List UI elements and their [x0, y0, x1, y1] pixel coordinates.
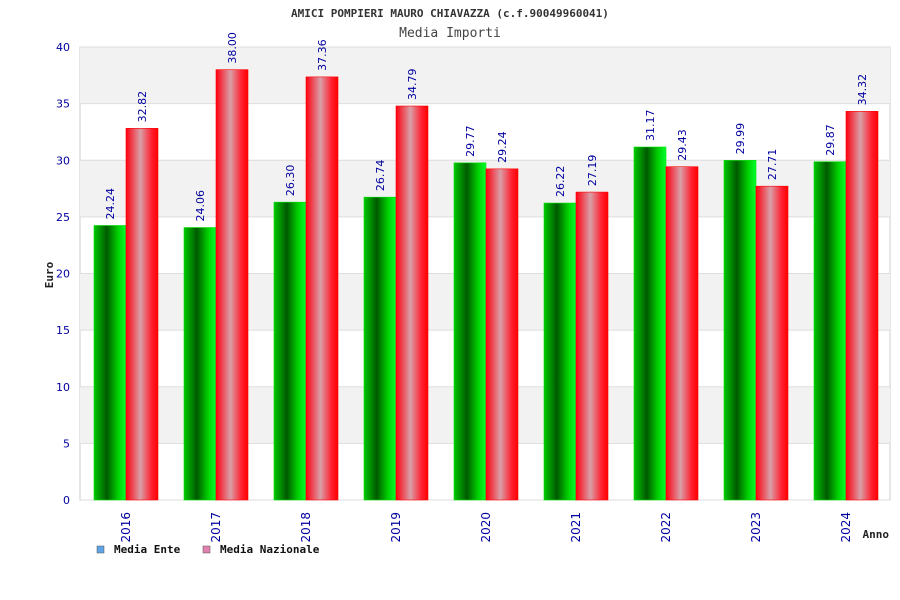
legend-label-nazionale: Media Nazionale	[220, 543, 320, 556]
y-axis: 0 5 10 15 20 25 30 35 40	[56, 41, 70, 507]
grid-band	[80, 47, 890, 104]
bar-media-nazionale	[125, 128, 159, 501]
y-tick-label: 35	[56, 98, 70, 111]
y-tick-label: 30	[56, 154, 70, 167]
x-tick-label: 2023	[749, 512, 763, 543]
y-tick-label: 5	[63, 437, 70, 450]
bar-media-nazionale	[305, 76, 339, 501]
y-tick-label: 10	[56, 381, 70, 394]
bar-media-ente	[453, 162, 487, 501]
value-label-nazionale: 29.24	[496, 131, 509, 163]
value-label-ente: 31.17	[644, 109, 657, 141]
legend-label-ente: Media Ente	[114, 543, 181, 556]
value-label-nazionale: 27.71	[766, 149, 779, 181]
x-axis: 2016 2017 2018 2019 2020 2021 2022 2023 2024	[119, 512, 853, 543]
x-tick-label: 2016	[119, 512, 133, 543]
bar-media-nazionale	[845, 111, 879, 501]
value-label-ente: 29.87	[824, 124, 837, 156]
x-tick-label: 2018	[299, 512, 313, 543]
y-tick-label: 20	[56, 268, 70, 281]
value-label-ente: 24.06	[194, 190, 207, 222]
value-label-ente: 26.22	[554, 166, 567, 198]
value-label-nazionale: 32.82	[136, 91, 149, 123]
bar-media-ente	[813, 161, 847, 501]
bar-media-ente	[273, 201, 307, 501]
value-label-ente: 26.74	[374, 160, 387, 192]
x-tick-label: 2024	[839, 512, 853, 543]
bar-media-ente	[723, 160, 757, 501]
bar-media-ente	[633, 146, 667, 501]
x-tick-label: 2020	[479, 512, 493, 543]
legend-swatch-ente	[96, 545, 105, 554]
x-tick-label: 2017	[209, 512, 223, 543]
value-label-ente: 24.24	[104, 188, 117, 220]
y-axis-label: Euro	[43, 261, 56, 288]
value-label-nazionale: 37.36	[316, 39, 329, 71]
bar-media-nazionale	[215, 69, 249, 501]
chart-title: AMICI POMPIERI MAURO CHIAVAZZA (c.f.9004…	[291, 7, 609, 20]
x-tick-label: 2022	[659, 512, 673, 543]
value-label-nazionale: 34.79	[406, 69, 419, 101]
bars-group: 24.24 32.82 24.06 38.00 26.30 37.36 26.74 34.79…	[93, 32, 879, 501]
bar-media-ente	[363, 196, 397, 501]
value-label-ente: 29.77	[464, 125, 477, 157]
y-tick-label: 15	[56, 324, 70, 337]
bar-media-ente	[543, 202, 577, 501]
y-tick-label: 25	[56, 211, 70, 224]
y-tick-label: 40	[56, 41, 70, 54]
x-tick-label: 2021	[569, 512, 583, 543]
bar-media-ente	[93, 225, 127, 501]
bar-media-ente	[183, 227, 217, 501]
legend: Media Ente Media Nazionale	[96, 543, 320, 556]
value-label-nazionale: 27.19	[586, 155, 599, 187]
x-tick-label: 2019	[389, 512, 403, 543]
bar-media-nazionale	[665, 166, 699, 501]
value-label-nazionale: 38.00	[226, 32, 239, 64]
bar-media-nazionale	[485, 168, 519, 501]
legend-swatch-nazionale	[202, 545, 211, 554]
y-tick-label: 0	[63, 494, 70, 507]
value-label-nazionale: 29.43	[676, 129, 689, 161]
chart-subtitle: Media Importi	[399, 26, 501, 41]
value-label-ente: 29.99	[734, 123, 747, 155]
x-axis-label: Anno	[863, 528, 890, 541]
value-label-ente: 26.30	[284, 165, 297, 197]
bar-media-nazionale	[395, 105, 429, 501]
bar-media-nazionale	[575, 191, 609, 501]
value-label-nazionale: 34.32	[856, 74, 869, 106]
bar-media-nazionale	[755, 185, 789, 501]
